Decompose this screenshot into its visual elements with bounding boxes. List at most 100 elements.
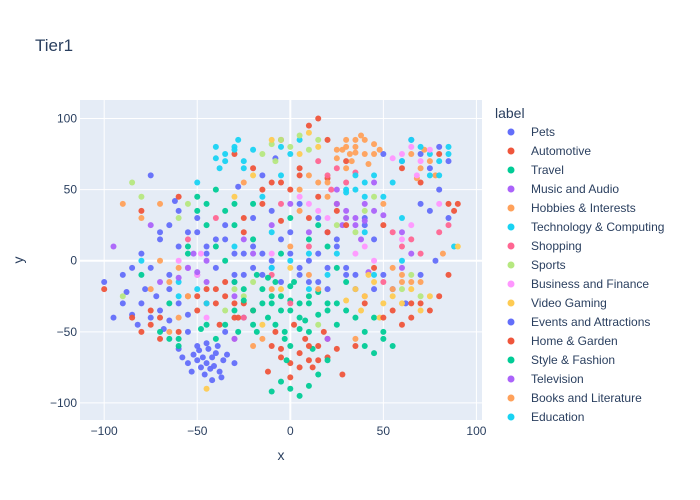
data-point[interactable]: [240, 236, 247, 243]
data-point[interactable]: [188, 368, 195, 375]
data-point[interactable]: [110, 243, 117, 250]
data-point[interactable]: [175, 300, 182, 307]
data-point[interactable]: [376, 146, 383, 153]
data-point[interactable]: [268, 250, 275, 257]
data-point[interactable]: [214, 343, 221, 350]
data-point[interactable]: [157, 328, 164, 335]
data-point[interactable]: [264, 274, 271, 281]
data-point[interactable]: [175, 328, 182, 335]
data-point[interactable]: [445, 200, 452, 207]
data-point[interactable]: [268, 257, 275, 264]
data-point[interactable]: [283, 357, 290, 364]
data-point[interactable]: [305, 250, 312, 257]
data-point[interactable]: [175, 274, 182, 281]
data-point[interactable]: [231, 293, 238, 300]
data-point[interactable]: [278, 293, 284, 300]
legend-item[interactable]: Hobbies & Interests: [507, 201, 636, 215]
data-point[interactable]: [171, 197, 178, 204]
data-point[interactable]: [157, 279, 164, 286]
data-point[interactable]: [250, 146, 257, 153]
data-point[interactable]: [203, 257, 210, 264]
data-point[interactable]: [417, 300, 424, 307]
data-point[interactable]: [343, 215, 350, 222]
data-point[interactable]: [445, 222, 452, 229]
data-point[interactable]: [408, 136, 415, 143]
data-point[interactable]: [175, 243, 182, 250]
data-point[interactable]: [426, 151, 433, 158]
data-point[interactable]: [194, 207, 201, 214]
data-point[interactable]: [138, 257, 145, 264]
data-point[interactable]: [371, 172, 378, 179]
data-point[interactable]: [371, 193, 378, 200]
data-point[interactable]: [231, 279, 238, 286]
data-point[interactable]: [324, 136, 331, 143]
data-point[interactable]: [240, 286, 247, 293]
data-point[interactable]: [212, 286, 219, 293]
data-point[interactable]: [197, 364, 204, 371]
data-point[interactable]: [361, 300, 368, 307]
data-point[interactable]: [426, 207, 433, 214]
data-point[interactable]: [305, 257, 312, 264]
data-point[interactable]: [209, 377, 216, 384]
data-point[interactable]: [343, 136, 350, 143]
data-point[interactable]: [250, 215, 257, 222]
data-point[interactable]: [287, 283, 294, 290]
data-point[interactable]: [315, 343, 322, 350]
data-point[interactable]: [315, 250, 322, 257]
data-point[interactable]: [315, 222, 322, 229]
data-point[interactable]: [287, 250, 294, 257]
legend-item[interactable]: Music and Audio: [507, 182, 620, 196]
data-point[interactable]: [272, 158, 279, 165]
data-point[interactable]: [371, 314, 378, 321]
data-point[interactable]: [201, 371, 208, 378]
data-point[interactable]: [147, 172, 154, 179]
data-point[interactable]: [324, 286, 331, 293]
data-point[interactable]: [324, 264, 331, 271]
data-point[interactable]: [371, 286, 378, 293]
data-point[interactable]: [184, 328, 191, 335]
data-point[interactable]: [166, 335, 173, 342]
data-point[interactable]: [343, 279, 350, 286]
data-point[interactable]: [222, 321, 229, 328]
data-point[interactable]: [305, 293, 312, 300]
data-point[interactable]: [408, 279, 415, 286]
data-point[interactable]: [398, 229, 405, 236]
data-point[interactable]: [268, 222, 275, 229]
data-point[interactable]: [250, 236, 257, 243]
data-point[interactable]: [324, 335, 331, 342]
data-point[interactable]: [302, 317, 309, 324]
data-point[interactable]: [278, 250, 284, 257]
data-point[interactable]: [224, 351, 231, 358]
data-point[interactable]: [203, 286, 210, 293]
data-point[interactable]: [222, 236, 229, 243]
data-point[interactable]: [380, 300, 387, 307]
legend-item[interactable]: Education: [507, 410, 585, 424]
data-point[interactable]: [250, 307, 257, 314]
data-point[interactable]: [417, 250, 424, 257]
data-point[interactable]: [231, 360, 238, 367]
data-point[interactable]: [222, 293, 229, 300]
data-point[interactable]: [305, 382, 312, 389]
data-point[interactable]: [361, 193, 368, 200]
data-point[interactable]: [231, 286, 238, 293]
data-point[interactable]: [324, 193, 331, 200]
data-point[interactable]: [287, 257, 294, 264]
data-point[interactable]: [436, 200, 443, 207]
data-point[interactable]: [305, 271, 312, 278]
data-point[interactable]: [417, 143, 424, 150]
data-point[interactable]: [398, 271, 405, 278]
data-point[interactable]: [253, 328, 260, 335]
data-point[interactable]: [222, 257, 229, 264]
data-point[interactable]: [268, 388, 275, 395]
data-point[interactable]: [454, 200, 461, 207]
data-point[interactable]: [333, 222, 340, 229]
data-point[interactable]: [413, 172, 420, 179]
data-point[interactable]: [389, 179, 396, 186]
data-point[interactable]: [119, 300, 126, 307]
data-point[interactable]: [134, 321, 141, 328]
data-point[interactable]: [389, 286, 396, 293]
data-point[interactable]: [203, 385, 210, 392]
data-point[interactable]: [398, 279, 405, 286]
data-point[interactable]: [389, 343, 396, 350]
data-point[interactable]: [426, 172, 433, 179]
